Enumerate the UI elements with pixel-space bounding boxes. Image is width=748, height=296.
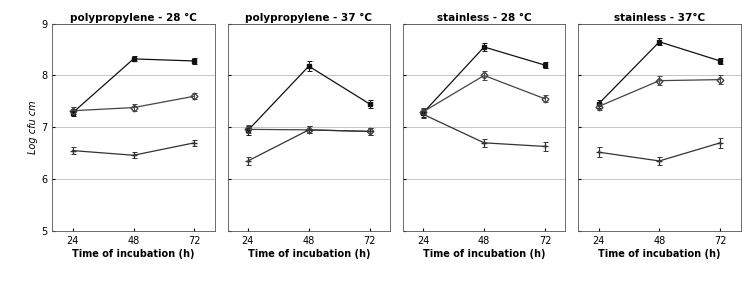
X-axis label: Time of incubation (h): Time of incubation (h) xyxy=(598,249,720,258)
X-axis label: Time of incubation (h): Time of incubation (h) xyxy=(73,249,194,258)
X-axis label: Time of incubation (h): Time of incubation (h) xyxy=(423,249,545,258)
Title: polypropylene - 37 °C: polypropylene - 37 °C xyxy=(245,13,373,23)
Title: polypropylene - 28 °C: polypropylene - 28 °C xyxy=(70,13,197,23)
X-axis label: Time of incubation (h): Time of incubation (h) xyxy=(248,249,370,258)
Y-axis label: Log cfu cm: Log cfu cm xyxy=(28,100,38,154)
Title: stainless - 37°C: stainless - 37°C xyxy=(614,13,705,23)
Title: stainless - 28 °C: stainless - 28 °C xyxy=(437,13,531,23)
